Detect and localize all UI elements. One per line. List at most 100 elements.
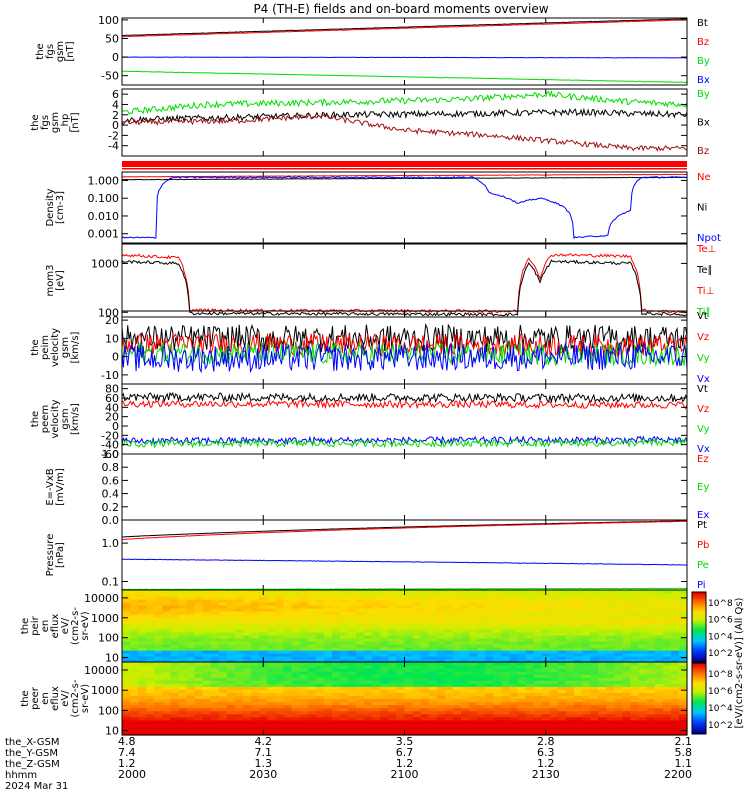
heatmap-cell (444, 695, 454, 700)
y-tick-label: 0.8 (102, 461, 120, 474)
colorbar-tick-label: 10^8 (708, 599, 733, 609)
heatmap-cell (646, 635, 656, 639)
heatmap-cell (323, 641, 333, 645)
heatmap-cell (549, 605, 559, 609)
heatmap-cell (275, 698, 285, 703)
heatmap-cell (267, 650, 276, 654)
heatmap-cell (517, 683, 527, 687)
heatmap-cell (356, 674, 365, 678)
heatmap-cell (283, 626, 293, 630)
heatmap-cell (517, 677, 527, 681)
heatmap-cell (226, 689, 236, 693)
heatmap-cell (662, 683, 672, 687)
heatmap-cell (646, 599, 656, 603)
heatmap-cell (130, 644, 139, 648)
heatmap-cell (202, 701, 212, 706)
heatmap-cell (235, 707, 244, 712)
heatmap-cell (170, 605, 180, 609)
heatmap-cell (404, 728, 414, 733)
heatmap-cell (565, 656, 575, 660)
heatmap-cell (646, 608, 656, 612)
heatmap-cell (509, 647, 519, 651)
heatmap-cell (210, 683, 220, 687)
heatmap-cell (146, 707, 155, 712)
legend-entry: Ex (697, 510, 709, 521)
heatmap-cell (461, 671, 470, 675)
y-axis-label: gsm (60, 408, 71, 429)
heatmap-cell (202, 659, 212, 663)
heatmap-cell (251, 593, 260, 597)
heatmap-cell (412, 608, 422, 612)
heatmap-cell (638, 623, 648, 627)
heatmap-cell (412, 732, 422, 736)
heatmap-cell (323, 665, 333, 669)
heatmap-cell (436, 641, 446, 645)
heatmap-cell (194, 590, 204, 594)
heatmap-cell (541, 596, 551, 600)
heatmap-cell (436, 599, 446, 603)
heatmap-cell (348, 659, 357, 663)
heatmap-cell (331, 632, 341, 636)
heatmap-cell (146, 725, 155, 730)
heatmap-cell (444, 710, 454, 715)
heatmap-cell (202, 602, 212, 606)
heatmap-cell (501, 647, 511, 651)
heatmap-cell (235, 623, 244, 627)
heatmap-cell (444, 692, 454, 696)
heatmap-cell (557, 665, 567, 669)
heatmap-cell (315, 629, 325, 633)
heatmap-cell (243, 716, 252, 721)
heatmap-cell (396, 665, 406, 669)
heatmap-cell (428, 719, 438, 724)
heatmap-cell (186, 713, 196, 718)
heatmap-cell (452, 732, 462, 736)
heatmap-cell (291, 590, 301, 594)
y-tick-label: 20 (105, 411, 119, 424)
heatmap-cell (614, 611, 624, 615)
heatmap-cell (210, 605, 220, 609)
heatmap-cell (291, 680, 301, 684)
heatmap-cell (186, 596, 196, 600)
heatmap-cell (622, 683, 632, 687)
heatmap-cell (630, 656, 640, 660)
heatmap-cell (452, 596, 462, 600)
heatmap-cell (622, 593, 632, 597)
heatmap-cell (404, 611, 414, 615)
series-Pb-line (121, 520, 688, 540)
heatmap-cell (412, 674, 422, 678)
heatmap-cell (428, 593, 438, 597)
heatmap-cell (348, 689, 357, 693)
heatmap-cell (243, 653, 252, 657)
heatmap-cell (404, 596, 414, 600)
heatmap-cell (178, 719, 188, 724)
heatmap-cell (372, 644, 381, 648)
heatmap-cell (541, 680, 551, 684)
heatmap-cell (283, 599, 293, 603)
heatmap-cell (574, 662, 583, 666)
heatmap-cell (646, 677, 656, 681)
heatmap-cell (590, 704, 599, 709)
heatmap-cell (565, 677, 575, 681)
heatmap-cell (614, 671, 624, 675)
x-axis-tick-label: 1.1 (675, 757, 693, 770)
heatmap-cell (444, 620, 454, 624)
heatmap-cell (533, 683, 543, 687)
heatmap-cell (582, 683, 591, 687)
heatmap-cell (574, 704, 583, 709)
heatmap-cell (509, 728, 519, 733)
heatmap-cell (606, 695, 615, 700)
heatmap-cell (485, 701, 494, 706)
heatmap-cell (243, 713, 252, 718)
heatmap-cell (202, 641, 212, 645)
heatmap-cell (364, 614, 373, 618)
heatmap-cell (339, 692, 349, 696)
heatmap-cell (582, 725, 591, 730)
heatmap-cell (356, 710, 365, 715)
heatmap-cell (428, 608, 438, 612)
legend-entry: Bz (697, 146, 709, 157)
heatmap-cell (598, 710, 607, 715)
heatmap-cell (130, 683, 139, 687)
heatmap-cell (162, 593, 172, 597)
heatmap-cell (606, 599, 615, 603)
